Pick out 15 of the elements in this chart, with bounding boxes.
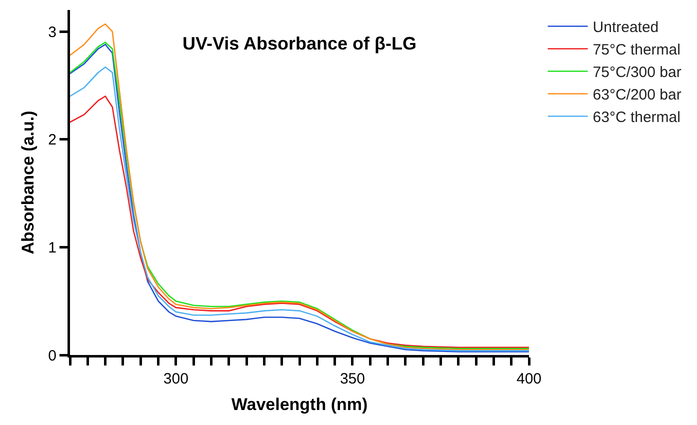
y-tick-label: 2 [48, 132, 56, 149]
x-axis-title: Wavelength (nm) [231, 395, 368, 414]
legend-label: 75°C/300 bar [592, 64, 682, 82]
legend-label: Untreated [592, 19, 659, 36]
x-tick-label: 400 [516, 370, 542, 388]
y-tick-label: 3 [48, 24, 56, 41]
legend-label: 63°C thermal [592, 109, 680, 126]
y-tick-label: 0 [48, 347, 56, 364]
x-tick-label: 350 [340, 370, 365, 388]
y-axis-title: Absorbance (a.u.) [18, 110, 38, 254]
legend-label: 63°C/200 bar [592, 86, 682, 104]
legend-label: 75°C thermal [592, 42, 680, 59]
text: UV-Vis Absorbance of β-LG [182, 33, 417, 54]
x-tick-label: 300 [163, 370, 188, 388]
y-tick-label: 1 [48, 239, 56, 256]
